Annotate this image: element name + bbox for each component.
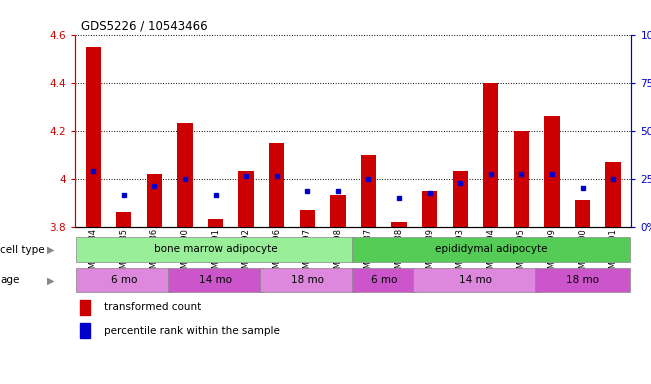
Text: epididymal adipocyte: epididymal adipocyte: [434, 244, 547, 254]
Bar: [413, 268, 538, 293]
Bar: [177, 123, 193, 227]
Bar: [483, 83, 499, 227]
Bar: [514, 131, 529, 227]
Bar: [535, 268, 630, 293]
Bar: [452, 171, 468, 227]
Text: 14 mo: 14 mo: [199, 275, 232, 285]
Bar: [361, 155, 376, 227]
Text: 18 mo: 18 mo: [291, 275, 324, 285]
Bar: [391, 222, 407, 227]
Text: ▶: ▶: [47, 245, 55, 255]
Bar: [238, 171, 254, 227]
Bar: [269, 142, 284, 227]
Text: percentile rank within the sample: percentile rank within the sample: [104, 326, 280, 336]
Text: 6 mo: 6 mo: [370, 275, 397, 285]
Bar: [260, 268, 355, 293]
Text: 18 mo: 18 mo: [566, 275, 599, 285]
Bar: [81, 300, 90, 314]
Bar: [299, 210, 315, 227]
Text: 6 mo: 6 mo: [111, 275, 137, 285]
Bar: [76, 268, 171, 293]
Bar: [605, 162, 621, 227]
Bar: [422, 190, 437, 227]
Bar: [208, 219, 223, 227]
Bar: [81, 323, 90, 338]
Bar: [168, 268, 263, 293]
Text: GDS5226 / 10543466: GDS5226 / 10543466: [81, 20, 208, 33]
Text: ▶: ▶: [47, 275, 55, 285]
Text: transformed count: transformed count: [104, 302, 202, 312]
Bar: [575, 200, 590, 227]
Bar: [76, 237, 355, 262]
Text: cell type: cell type: [0, 245, 45, 255]
Bar: [352, 237, 630, 262]
Bar: [544, 116, 560, 227]
Bar: [330, 195, 346, 227]
Bar: [352, 268, 416, 293]
Bar: [116, 212, 132, 227]
Bar: [85, 46, 101, 227]
Text: age: age: [0, 275, 20, 285]
Bar: [146, 174, 162, 227]
Text: bone marrow adipocyte: bone marrow adipocyte: [154, 244, 277, 254]
Text: 14 mo: 14 mo: [459, 275, 492, 285]
